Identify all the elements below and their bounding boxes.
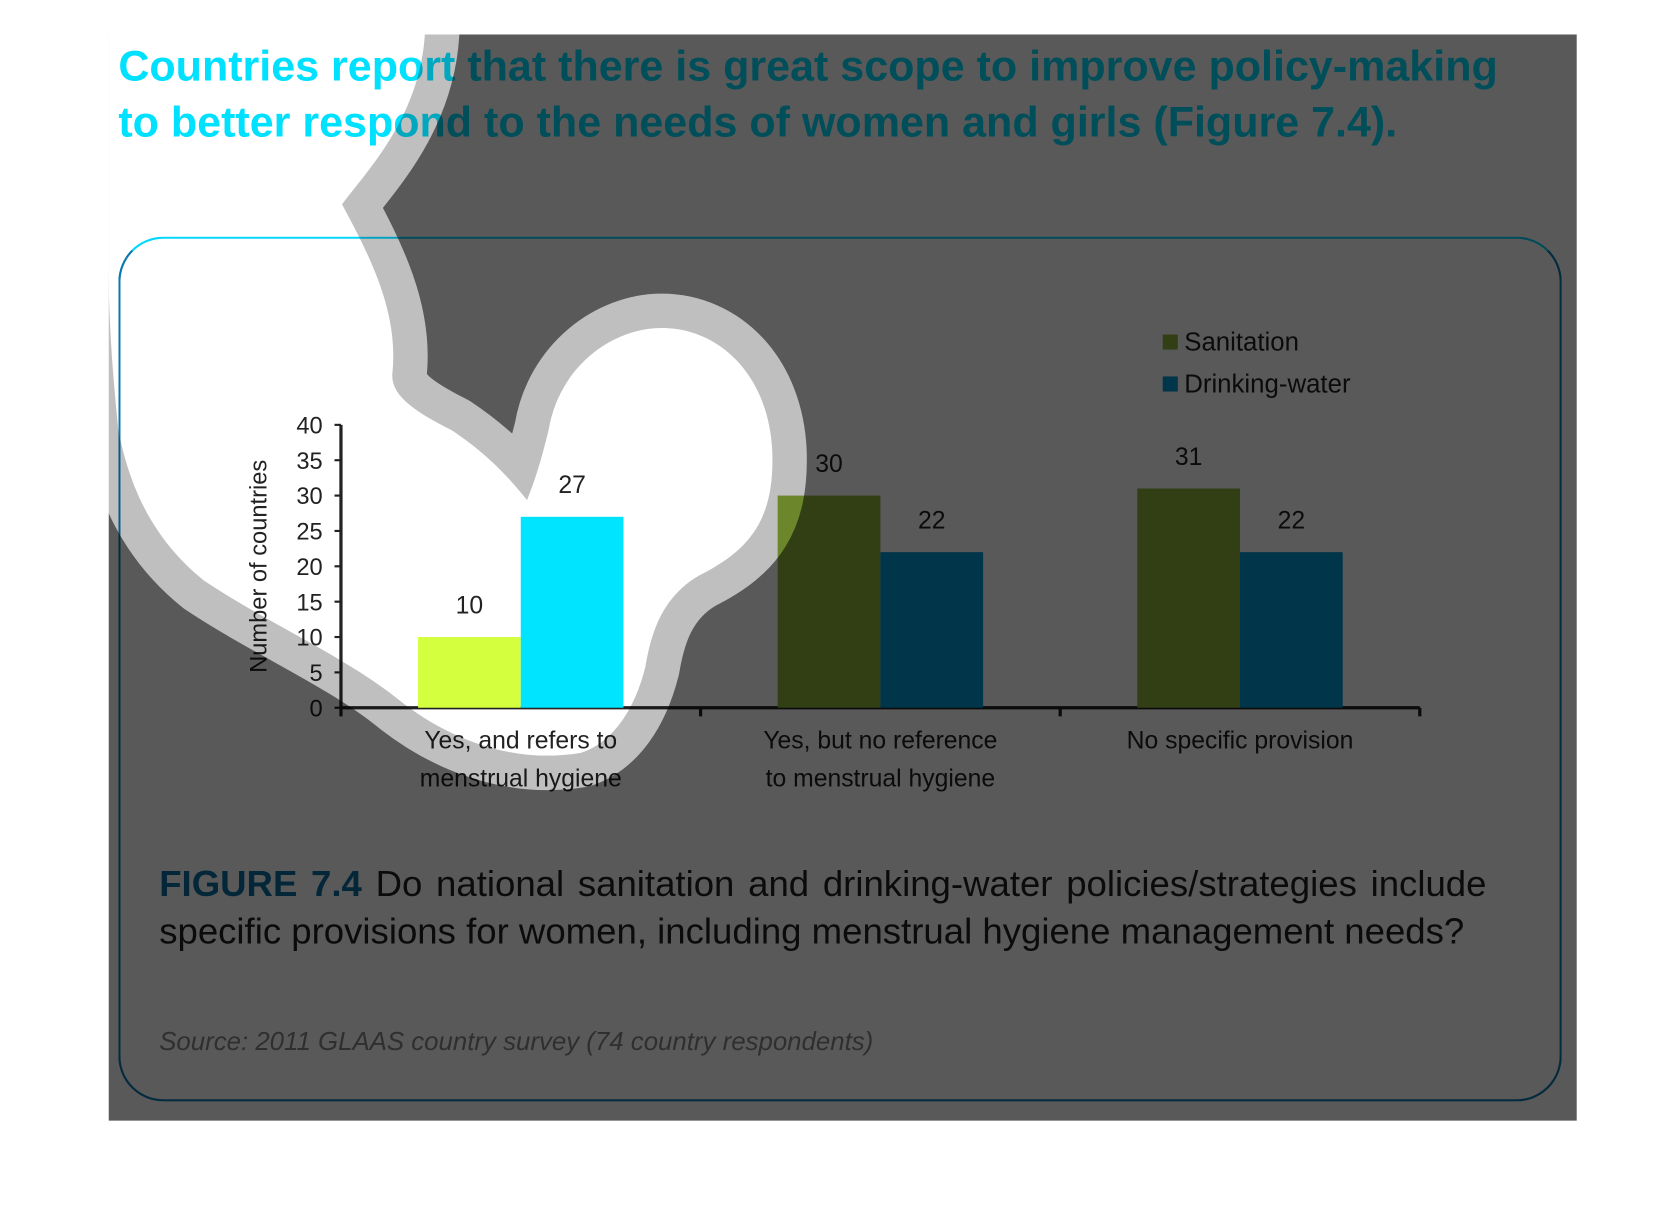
legend-swatch xyxy=(1162,376,1178,392)
x-tick-label: Yes, but no reference xyxy=(763,728,997,755)
legend-swatch xyxy=(1162,334,1178,350)
legend-label: Drinking-water xyxy=(1184,371,1351,399)
bar-drinking-water xyxy=(880,552,984,708)
figure-caption: FIGURE 7.4 Do national sanitation and dr… xyxy=(159,860,1486,955)
data-label: 31 xyxy=(1175,444,1203,471)
y-tick-label: 30 xyxy=(296,484,322,510)
bar-drinking-water xyxy=(520,516,624,708)
chart-bars: 10 27 30 22 31 22 xyxy=(418,444,1343,708)
data-label: 10 xyxy=(456,592,483,619)
y-tick-label: 5 xyxy=(310,661,323,687)
data-label: 22 xyxy=(918,507,946,534)
data-label: 22 xyxy=(1278,507,1306,534)
figure-label: FIGURE 7.4 xyxy=(159,863,362,905)
data-label: 30 xyxy=(815,451,843,478)
y-tick-label: 40 xyxy=(296,413,322,439)
y-tick-label: 15 xyxy=(296,590,322,616)
y-tick-label: 20 xyxy=(296,555,322,581)
bar-sanitation xyxy=(418,637,521,708)
data-label: 27 xyxy=(558,472,586,499)
bar-drinking-water xyxy=(1239,552,1343,708)
legend-label: Sanitation xyxy=(1184,329,1299,357)
y-axis-title: Number of countries xyxy=(247,460,273,673)
y-tick-label: 0 xyxy=(310,696,323,722)
y-tick-label: 25 xyxy=(296,520,322,546)
y-tick-label: 35 xyxy=(296,449,322,475)
source-note: Source: 2011 GLAAS country survey (74 co… xyxy=(159,1027,874,1057)
bar-sanitation xyxy=(777,495,881,708)
y-tick-label: 10 xyxy=(296,626,322,652)
x-tick-label: to menstrual hygiene xyxy=(766,765,995,792)
x-tick-label: Yes, and refers to xyxy=(424,728,617,755)
x-tick-label: No specific provision xyxy=(1127,728,1354,755)
bar-sanitation xyxy=(1137,488,1240,708)
chart-legend: Sanitation Drinking-water xyxy=(1162,329,1351,399)
x-tick-label: menstrual hygiene xyxy=(420,765,622,792)
